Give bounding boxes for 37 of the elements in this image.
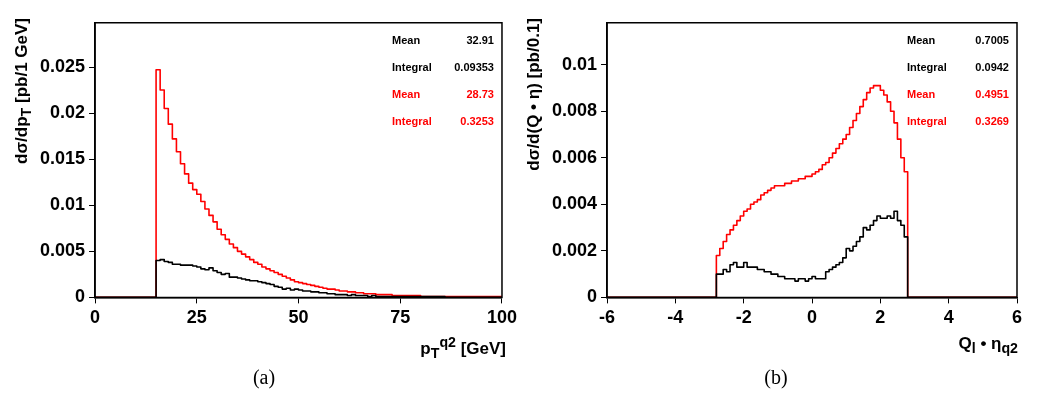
y-axis-title: dσ/d(Q • η) [pb/0.1]: [524, 18, 544, 173]
text: (a): [251, 366, 277, 389]
text: Integral 0.09353: [391, 60, 494, 73]
x-tick-label: 50: [288, 307, 309, 328]
x-tick-label: -2: [735, 307, 752, 328]
text: Mean 28.73: [391, 87, 494, 100]
y-tick-label: 0.02: [50, 102, 86, 123]
text: Integral 0.0942: [907, 60, 1009, 73]
text: Mean 32.91: [391, 33, 494, 46]
x-tick-label: -6: [599, 307, 616, 328]
y-tick-label: 0.01: [562, 53, 598, 74]
y-tick-label: 0.002: [552, 239, 598, 260]
y-tick-label: 0: [75, 286, 86, 307]
x-axis-title: Q$_{l}$ • η$_{q2}$: [958, 334, 1018, 357]
x-tick-label: 75: [390, 307, 411, 328]
x-tick-label: 0: [90, 307, 101, 328]
y-tick-label: 0.008: [552, 100, 598, 121]
text: Integral 0.3269: [907, 114, 1009, 127]
x-tick-label: 25: [186, 307, 207, 328]
x-tick-label: 0: [807, 307, 818, 328]
x-tick-label: 6: [1011, 307, 1023, 328]
text: Mean 0.4951: [907, 87, 1009, 100]
text: (b): [763, 366, 789, 389]
y-tick-label: 0.015: [40, 148, 86, 169]
y-tick-label: 0: [587, 286, 598, 307]
y-tick-label: 0.005: [40, 240, 86, 261]
x-tick-label: 4: [943, 307, 954, 328]
y-tick-label: 0.006: [552, 146, 598, 167]
x-axis-title: p$_{T}$$^{q2}$ [GeV]: [420, 334, 506, 362]
y-tick-label: 0.004: [552, 193, 598, 214]
text: Mean 0.7005: [907, 33, 1009, 46]
x-tick-label: -4: [667, 307, 684, 328]
x-tick-label: 100: [486, 307, 518, 328]
x-tick-label: 2: [875, 307, 886, 328]
y-tick-label: 0.025: [40, 56, 86, 76]
y-tick-label: 0.01: [50, 194, 86, 215]
text: Integral 0.3253: [391, 114, 494, 127]
